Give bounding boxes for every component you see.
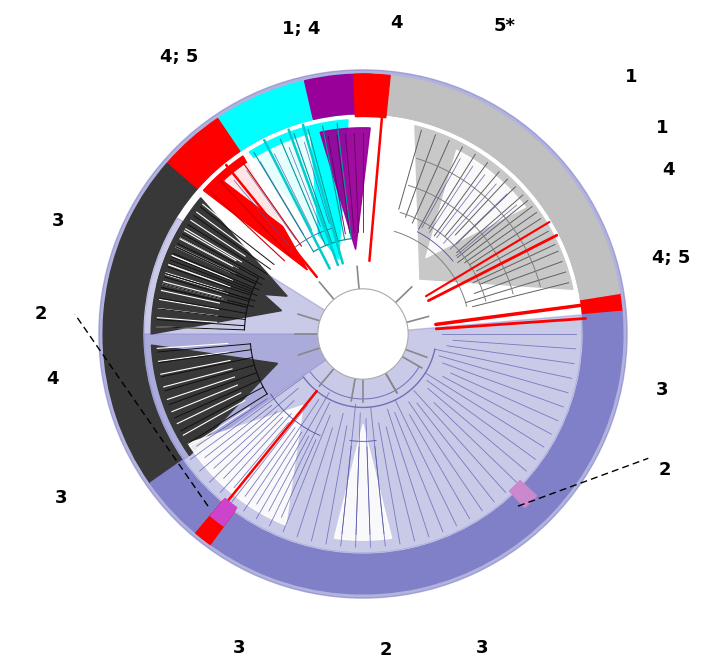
Circle shape xyxy=(318,289,408,379)
Polygon shape xyxy=(334,424,392,540)
Wedge shape xyxy=(167,118,240,190)
Wedge shape xyxy=(580,311,623,379)
Wedge shape xyxy=(103,342,182,483)
Wedge shape xyxy=(103,280,147,343)
Wedge shape xyxy=(196,500,235,544)
Text: 4; 5: 4; 5 xyxy=(652,248,690,267)
Text: 1; 4: 1; 4 xyxy=(282,20,320,38)
Wedge shape xyxy=(144,218,363,460)
Wedge shape xyxy=(218,75,351,152)
Circle shape xyxy=(99,70,627,598)
Wedge shape xyxy=(196,500,235,544)
Text: 1: 1 xyxy=(656,119,669,137)
Polygon shape xyxy=(157,198,287,296)
Wedge shape xyxy=(109,164,197,288)
Wedge shape xyxy=(304,74,372,120)
Wedge shape xyxy=(581,293,622,315)
Polygon shape xyxy=(415,126,573,289)
Polygon shape xyxy=(320,128,370,250)
Text: 3: 3 xyxy=(52,212,64,230)
Text: 2: 2 xyxy=(380,641,392,659)
Polygon shape xyxy=(426,150,526,258)
Wedge shape xyxy=(510,480,537,508)
Text: 3: 3 xyxy=(54,489,67,507)
Polygon shape xyxy=(225,135,319,252)
Text: 4: 4 xyxy=(391,14,403,32)
Polygon shape xyxy=(203,156,307,270)
Polygon shape xyxy=(188,405,303,525)
Polygon shape xyxy=(249,120,348,259)
Text: 2: 2 xyxy=(35,305,47,323)
Text: 3: 3 xyxy=(476,639,488,657)
Wedge shape xyxy=(211,498,237,526)
Text: 1: 1 xyxy=(625,68,637,86)
Polygon shape xyxy=(151,222,282,334)
Text: 3: 3 xyxy=(232,639,245,657)
Text: 3: 3 xyxy=(656,381,669,399)
Polygon shape xyxy=(152,345,277,456)
Text: 4; 5: 4; 5 xyxy=(160,48,199,66)
Wedge shape xyxy=(150,372,619,594)
Text: 2: 2 xyxy=(659,460,672,478)
Circle shape xyxy=(144,115,582,553)
Text: 5*: 5* xyxy=(493,17,515,35)
Wedge shape xyxy=(409,79,620,299)
Wedge shape xyxy=(349,74,417,118)
Text: 4: 4 xyxy=(46,370,59,388)
Wedge shape xyxy=(354,74,390,118)
Wedge shape xyxy=(144,315,582,553)
Text: 4: 4 xyxy=(662,161,674,179)
